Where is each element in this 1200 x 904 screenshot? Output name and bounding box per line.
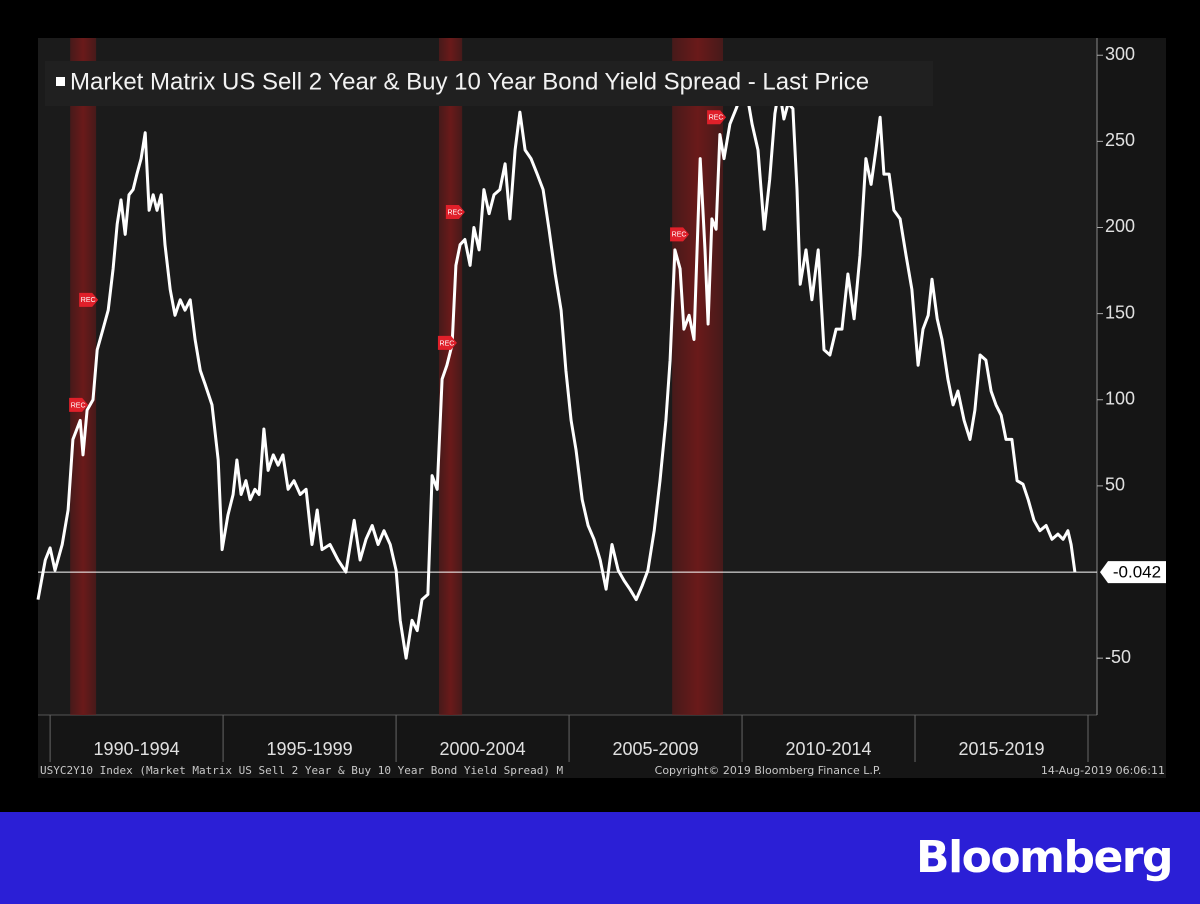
rec-marker bbox=[445, 204, 465, 219]
rec-marker bbox=[437, 335, 457, 350]
y-tick-label: 300 bbox=[1105, 44, 1135, 64]
rec-marker bbox=[79, 292, 99, 307]
x-period-label: 1995-1999 bbox=[267, 739, 353, 759]
x-period-label: 2000-2004 bbox=[440, 739, 526, 759]
x-period-label: 1990-1994 bbox=[94, 739, 180, 759]
series-line bbox=[36, 86, 1077, 660]
rec-marker bbox=[707, 110, 727, 125]
legend-box bbox=[45, 61, 933, 106]
brand-bar bbox=[0, 812, 1200, 904]
rec-marker-label: REC bbox=[447, 209, 462, 216]
last-price-tag bbox=[1100, 561, 1166, 584]
rec-marker-label: REC bbox=[81, 297, 96, 304]
rec-marker bbox=[670, 227, 690, 242]
recession-band bbox=[70, 38, 97, 715]
last-price-label: -0.042 bbox=[1113, 563, 1161, 582]
rec-marker-label: REC bbox=[672, 232, 687, 239]
rec-marker-label: REC bbox=[440, 340, 455, 347]
y-tick-label: 250 bbox=[1105, 130, 1135, 150]
rec-marker bbox=[69, 397, 89, 412]
y-tick-label: 150 bbox=[1105, 302, 1135, 322]
recession-band bbox=[672, 38, 724, 715]
brand-logo: Bloomberg bbox=[916, 832, 1172, 883]
legend-swatch bbox=[56, 77, 65, 86]
footer-center: Copyright© 2019 Bloomberg Finance L.P. bbox=[655, 764, 882, 777]
legend: Market Matrix US Sell 2 Year & Buy 10 Ye… bbox=[45, 61, 933, 106]
y-tick-label: 50 bbox=[1105, 475, 1125, 495]
x-period-label: 2005-2009 bbox=[613, 739, 699, 759]
y-tick-label: -50 bbox=[1105, 647, 1131, 667]
footer-right: 14-Aug-2019 06:06:11 bbox=[1041, 764, 1165, 777]
y-tick-label: 100 bbox=[1105, 389, 1135, 409]
legend-label: Market Matrix US Sell 2 Year & Buy 10 Ye… bbox=[70, 68, 869, 95]
x-period-label: 2015-2019 bbox=[958, 739, 1044, 759]
x-period-label: 2010-2014 bbox=[785, 739, 871, 759]
y-tick-label: 200 bbox=[1105, 216, 1135, 236]
rec-marker-label: REC bbox=[71, 402, 86, 409]
rec-marker-label: REC bbox=[709, 115, 724, 122]
footer-left: USYC2Y10 Index (Market Matrix US Sell 2 … bbox=[40, 764, 564, 777]
